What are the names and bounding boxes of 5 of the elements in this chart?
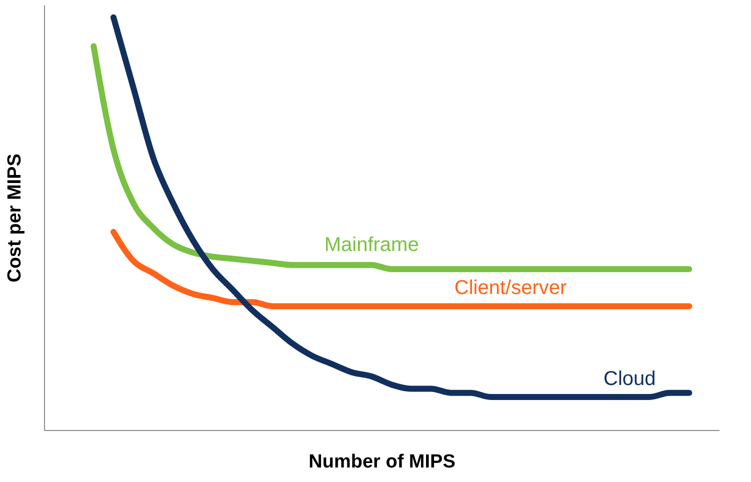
series-label: Client/server [454, 277, 568, 300]
series-label: Cloud [604, 368, 656, 390]
y-axis-title: Cost per MIPS [4, 154, 26, 282]
series-label: Mainframe [324, 234, 419, 256]
x-axis-title: Number of MIPS [308, 452, 456, 472]
